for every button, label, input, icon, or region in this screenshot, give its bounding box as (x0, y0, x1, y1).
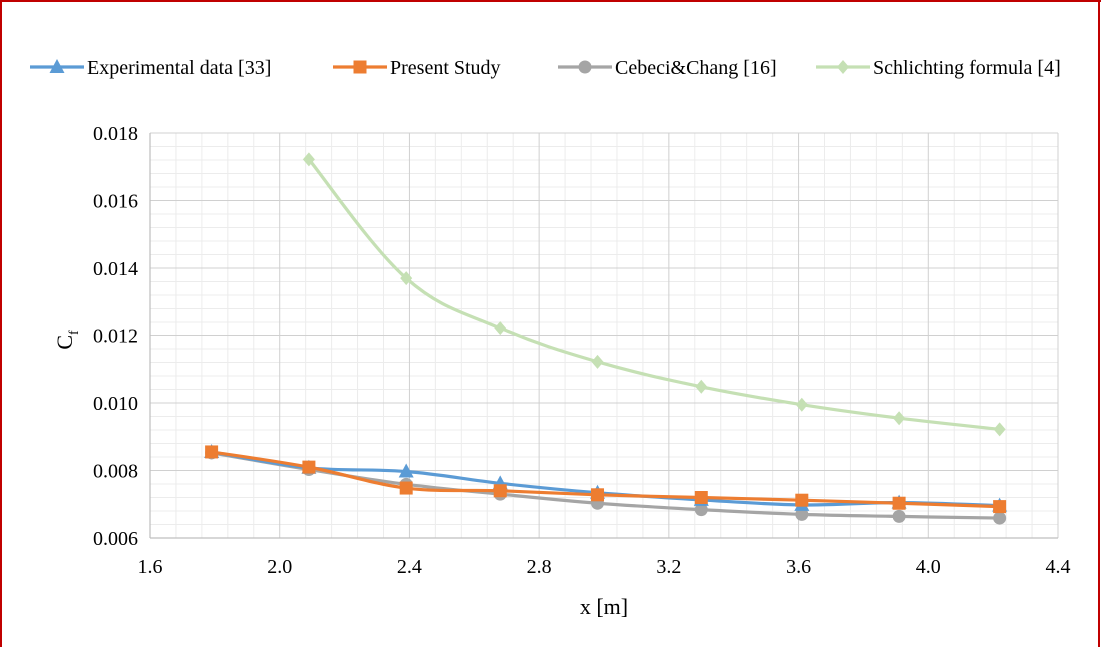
legend-label-cebeci-chang-16: Cebeci&Chang [16] (615, 57, 777, 79)
series-present-study (205, 445, 1007, 514)
y-tick-label: 0.016 (93, 191, 138, 213)
data-point-schlichting-formula-4 (695, 379, 708, 394)
data-point-present-study (795, 493, 809, 507)
data-point-schlichting-formula-4 (993, 422, 1006, 437)
legend-marker-present-study (353, 60, 367, 74)
x-tick-label: 2.4 (397, 556, 422, 578)
series-line-present-study (210, 450, 1002, 509)
data-point-schlichting-formula-4 (893, 411, 906, 426)
x-axis-title: x [m] (580, 594, 628, 619)
legend-marker-schlichting-formula-4 (837, 60, 849, 74)
data-point-schlichting-formula-4 (591, 354, 604, 369)
legend-item-present-study: Present Study (333, 57, 501, 79)
data-point-present-study (302, 460, 316, 474)
y-tick-label: 0.008 (93, 461, 138, 483)
major-gridlines (149, 132, 1059, 539)
x-tick-label: 4.0 (916, 556, 941, 578)
data-point-present-study (694, 491, 708, 504)
y-tick-label: 0.018 (93, 123, 138, 145)
series-line-schlichting-formula-4 (307, 157, 1002, 431)
y-axis-title: Cf (52, 330, 82, 350)
legend-marker-experimental-data-33 (49, 59, 65, 73)
data-point-schlichting-formula-4 (494, 321, 507, 336)
legend-item-experimental-data-33: Experimental data [33] (30, 57, 271, 79)
series-line-cebeci-chang-16 (210, 451, 1002, 520)
data-point-schlichting-formula-4 (795, 397, 808, 412)
y-tick-label: 0.012 (93, 326, 138, 348)
data-point-cebeci-chang-16 (795, 507, 809, 521)
data-point-schlichting-formula-4 (302, 152, 315, 167)
series-schlichting-formula-4 (302, 152, 1006, 437)
legend-label-experimental-data-33: Experimental data [33] (87, 57, 271, 79)
y-axis-title-main: C (52, 335, 77, 350)
x-tick-label: 2.0 (267, 556, 292, 578)
data-point-cebeci-chang-16 (892, 509, 906, 523)
x-tick-label: 4.4 (1046, 556, 1071, 578)
x-tick-label: 2.8 (527, 556, 552, 578)
data-point-cebeci-chang-16 (993, 511, 1007, 525)
data-point-present-study (205, 445, 219, 459)
axes (149, 133, 1058, 539)
x-tick-label: 1.6 (138, 556, 163, 578)
data-point-present-study (892, 496, 906, 510)
data-point-present-study (993, 500, 1007, 514)
data-point-present-study (399, 481, 413, 495)
x-tick-label: 3.6 (786, 556, 811, 578)
y-tick-label: 0.006 (93, 528, 138, 550)
legend-item-cebeci-chang-16: Cebeci&Chang [16] (558, 57, 777, 79)
data-point-cebeci-chang-16 (694, 503, 708, 517)
y-axis-title-subscript: f (67, 330, 82, 335)
svg-text:Cf: Cf (52, 330, 82, 350)
legend: Experimental data [33] Present Study Cebec… (30, 57, 1061, 79)
legend-label-schlichting-formula-4: Schlichting formula [4] (873, 57, 1061, 79)
tick-labels: 1.6 2.0 2.4 2.8 3.2 3.6 4.0 4.4 0.006 0.008 0.010 0… (93, 123, 1071, 578)
data-point-schlichting-formula-4 (400, 271, 413, 286)
legend-label-present-study: Present Study (390, 57, 501, 79)
y-tick-label: 0.014 (93, 258, 138, 280)
legend-item-schlichting-formula-4: Schlichting formula [4] (816, 57, 1061, 79)
data-point-present-study (493, 484, 507, 498)
legend-marker-cebeci-chang-16 (578, 60, 592, 74)
data-point-experimental-data-33 (398, 463, 414, 478)
data-point-present-study (591, 488, 605, 502)
x-tick-label: 3.2 (656, 556, 681, 578)
series-cebeci-chang-16 (205, 446, 1007, 525)
series-layer (204, 152, 1008, 525)
y-tick-label: 0.010 (93, 393, 138, 415)
